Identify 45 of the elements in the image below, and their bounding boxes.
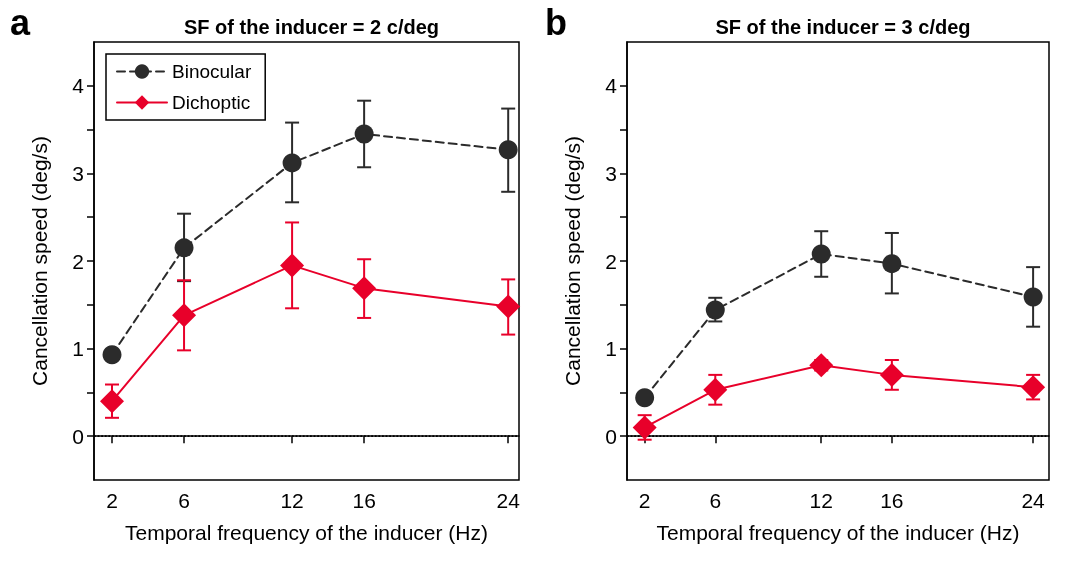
x-tick-label: 24 xyxy=(1021,489,1046,512)
point xyxy=(174,238,194,258)
y-tick-label: 4 xyxy=(72,74,85,98)
y-tick-label: 1 xyxy=(72,337,84,361)
y-axis-title: Cancellation speed (deg/s) xyxy=(28,136,51,386)
y-tick-label: 4 xyxy=(605,74,618,98)
x-tick-label: 16 xyxy=(880,489,904,512)
y-tick-label: 0 xyxy=(72,424,84,448)
x-axis-title: Temporal frequency of the inducer (Hz) xyxy=(656,521,1020,544)
point xyxy=(705,300,725,320)
point xyxy=(496,294,521,319)
text: a xyxy=(10,1,31,43)
x-tick-label: 6 xyxy=(709,489,722,512)
text: b xyxy=(545,1,567,43)
chart-title: SF of the inducer = 2 c/deg xyxy=(183,16,440,38)
y-tick-label: 2 xyxy=(605,249,617,273)
point xyxy=(172,303,197,328)
y-tick-label: 3 xyxy=(605,161,617,185)
point xyxy=(102,345,122,365)
point xyxy=(498,140,518,160)
x-tick-label: 12 xyxy=(809,489,833,512)
point xyxy=(282,153,302,173)
point xyxy=(354,124,374,144)
y-tick-label: 1 xyxy=(605,337,617,361)
y-tick-label: 2 xyxy=(72,249,84,273)
point xyxy=(1023,287,1043,307)
y-tick-label: 0 xyxy=(605,424,617,448)
x-tick-label: 6 xyxy=(178,489,190,512)
x-tick-label: 2 xyxy=(638,489,651,512)
point xyxy=(635,388,655,408)
point xyxy=(352,276,377,301)
legend-label: Dichoptic xyxy=(172,92,251,113)
point xyxy=(811,244,831,264)
y-tick-label: 3 xyxy=(72,161,84,185)
x-tick-label: 12 xyxy=(280,489,304,512)
x-tick-label: 24 xyxy=(496,489,521,512)
chart-title: SF of the inducer = 3 c/deg xyxy=(715,16,971,38)
legend-label: Binocular xyxy=(172,61,252,82)
x-tick-label: 2 xyxy=(106,489,118,512)
point xyxy=(100,389,125,414)
x-axis-title: Temporal frequency of the inducer (Hz) xyxy=(125,521,488,544)
x-tick-label: 16 xyxy=(352,489,376,512)
point xyxy=(882,254,902,274)
point xyxy=(280,253,305,278)
y-axis-title: Cancellation speed (deg/s) xyxy=(561,136,584,386)
